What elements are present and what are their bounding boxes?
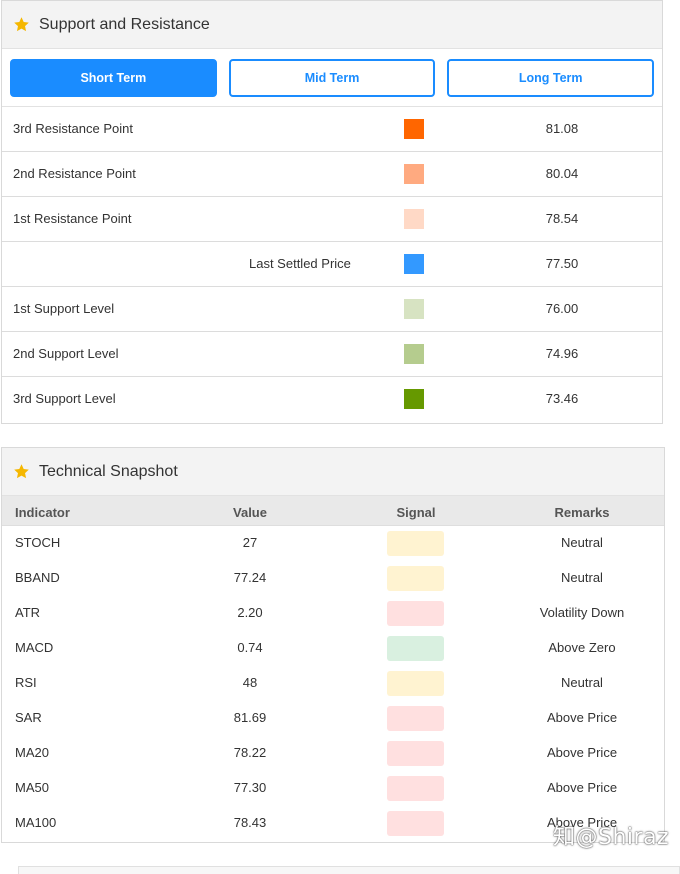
- indicator-name: MA50: [15, 780, 49, 795]
- indicator-value: 78.22: [233, 745, 267, 760]
- term-tabs: Short Term Mid Term Long Term: [2, 49, 662, 107]
- level-color-swatch: [404, 299, 424, 319]
- level-value: 77.50: [545, 256, 579, 271]
- indicator-remarks: Volatility Down: [539, 605, 625, 620]
- indicator-table-body: STOCH 27 Neutral BBAND 77.24 Neutral ATR 2.20 Vo…: [2, 526, 664, 841]
- table-header: Indicator Value Signal Remarks: [2, 496, 664, 526]
- star-icon: [14, 464, 29, 479]
- technical-snapshot-header: Technical Snapshot: [2, 448, 664, 496]
- indicator-remarks: Above Zero: [548, 640, 616, 655]
- level-value: 80.04: [545, 166, 579, 181]
- level-row: 3rd Resistance Point 81.08: [2, 107, 662, 152]
- signal-indicator: [387, 741, 444, 766]
- table-row: MA100 78.43 Above Price: [2, 806, 664, 841]
- indicator-remarks: Above Price: [546, 710, 618, 725]
- level-row: Last Settled Price 77.50: [2, 242, 662, 287]
- table-row: MACD 0.74 Above Zero: [2, 631, 664, 666]
- signal-indicator: [387, 636, 444, 661]
- indicator-remarks: Neutral: [561, 675, 603, 690]
- indicator-value: 48: [242, 675, 258, 690]
- header-signal: Signal: [396, 505, 436, 520]
- indicator-name: MA100: [15, 815, 57, 830]
- header-indicator: Indicator: [15, 505, 70, 520]
- indicator-name: SAR: [15, 710, 42, 725]
- level-row: 3rd Support Level 73.46: [2, 377, 662, 422]
- level-value: 81.08: [545, 121, 579, 136]
- header-value: Value: [233, 505, 267, 520]
- level-label: 3rd Resistance Point: [13, 121, 133, 136]
- indicator-name: RSI: [15, 675, 37, 690]
- level-value: 73.46: [545, 391, 579, 406]
- technical-snapshot-panel: Technical Snapshot Indicator Value Signa…: [1, 447, 665, 843]
- table-row: RSI 48 Neutral: [2, 666, 664, 701]
- tab-short-term[interactable]: Short Term: [10, 58, 217, 97]
- support-resistance-panel: Support and Resistance Short Term Mid Te…: [1, 0, 663, 424]
- level-color-swatch: [404, 164, 424, 184]
- indicator-remarks: Neutral: [561, 570, 603, 585]
- signal-indicator: [387, 776, 444, 801]
- indicator-value: 77.24: [233, 570, 267, 585]
- indicator-remarks: Above Price: [546, 780, 618, 795]
- level-color-swatch: [404, 389, 424, 409]
- level-value: 76.00: [545, 301, 579, 316]
- indicator-remarks: Above Price: [546, 815, 618, 830]
- table-row: STOCH 27 Neutral: [2, 526, 664, 561]
- signal-indicator: [387, 671, 444, 696]
- level-label: 3rd Support Level: [13, 391, 116, 406]
- support-resistance-header: Support and Resistance: [2, 1, 662, 49]
- level-row: 1st Resistance Point 78.54: [2, 197, 662, 242]
- signal-indicator: [387, 566, 444, 591]
- table-row: BBAND 77.24 Neutral: [2, 561, 664, 596]
- indicator-value: 77.30: [233, 780, 267, 795]
- support-resistance-title: Support and Resistance: [39, 15, 210, 33]
- indicator-name: BBAND: [15, 570, 60, 585]
- level-label: Last Settled Price: [249, 256, 351, 271]
- level-label: 1st Resistance Point: [13, 211, 132, 226]
- indicator-name: ATR: [15, 605, 41, 620]
- indicator-value: 27: [242, 535, 258, 550]
- level-row: 2nd Support Level 74.96: [2, 332, 662, 377]
- level-row: 2nd Resistance Point 80.04: [2, 152, 662, 197]
- indicator-name: STOCH: [15, 535, 61, 550]
- indicator-value: 0.74: [237, 640, 263, 655]
- level-color-swatch: [404, 119, 424, 139]
- table-row: ATR 2.20 Volatility Down: [2, 596, 664, 631]
- indicator-value: 2.20: [237, 605, 263, 620]
- signal-indicator: [387, 706, 444, 731]
- indicator-name: MACD: [15, 640, 54, 655]
- indicator-name: MA20: [15, 745, 49, 760]
- indicator-value: 78.43: [233, 815, 267, 830]
- level-label: 2nd Support Level: [13, 346, 119, 361]
- level-color-swatch: [404, 209, 424, 229]
- levels-list: 3rd Resistance Point 81.08 2nd Resistance …: [2, 107, 662, 422]
- technical-snapshot-title: Technical Snapshot: [39, 462, 178, 480]
- next-panel-edge: [18, 866, 680, 874]
- indicator-remarks: Neutral: [561, 535, 603, 550]
- level-value: 78.54: [545, 211, 579, 226]
- level-value: 74.96: [545, 346, 579, 361]
- tab-long-term[interactable]: Long Term: [447, 58, 655, 97]
- level-color-swatch: [404, 254, 424, 274]
- table-row: MA50 77.30 Above Price: [2, 771, 664, 806]
- watermark: 知@Shiraz: [553, 825, 670, 850]
- indicator-value: 81.69: [233, 710, 267, 725]
- level-label: 2nd Resistance Point: [13, 166, 136, 181]
- level-row: 1st Support Level 76.00: [2, 287, 662, 332]
- table-row: SAR 81.69 Above Price: [2, 701, 664, 736]
- star-icon: [14, 17, 29, 32]
- level-color-swatch: [404, 344, 424, 364]
- tab-mid-term[interactable]: Mid Term: [228, 58, 436, 97]
- indicator-remarks: Above Price: [546, 745, 618, 760]
- signal-indicator: [387, 601, 444, 626]
- header-remarks: Remarks: [554, 505, 610, 520]
- table-row: MA20 78.22 Above Price: [2, 736, 664, 771]
- signal-indicator: [387, 811, 444, 836]
- level-label: 1st Support Level: [13, 301, 115, 316]
- signal-indicator: [387, 531, 444, 556]
